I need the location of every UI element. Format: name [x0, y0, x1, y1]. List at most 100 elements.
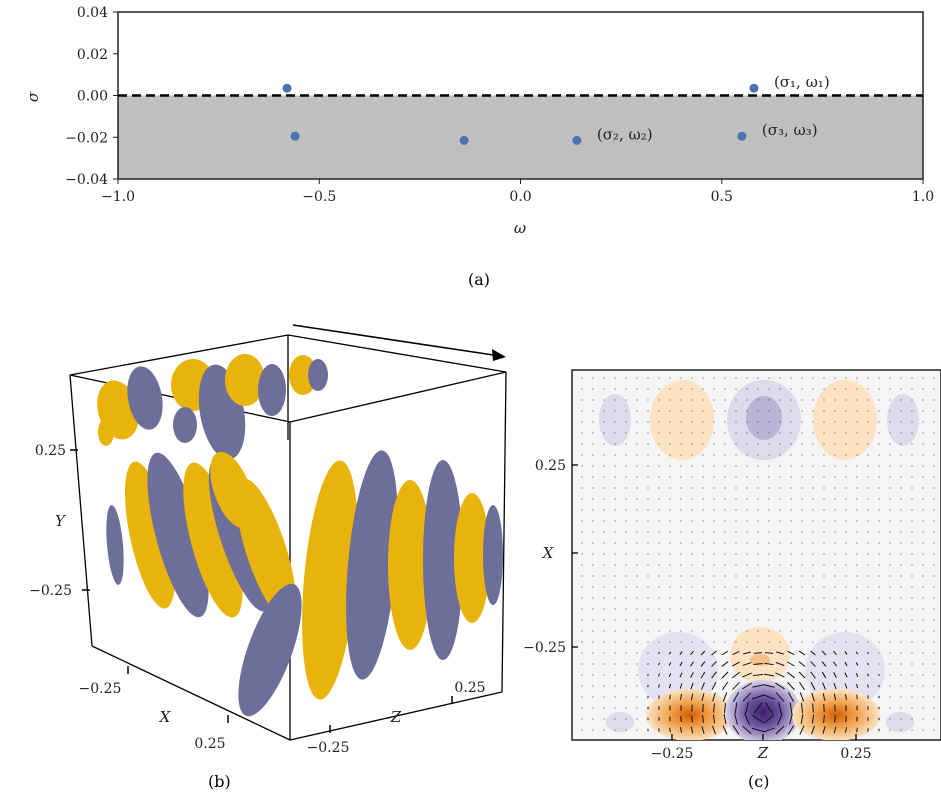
velocity-dot: [922, 421, 924, 423]
velocity-dot: [911, 652, 913, 654]
velocity-dot: [823, 509, 825, 511]
velocity-dot: [735, 564, 737, 566]
velocity-arrow: [711, 650, 717, 656]
velocity-arrow: [878, 673, 880, 677]
velocity-dot: [647, 564, 649, 566]
velocity-dot: [713, 388, 715, 390]
velocity-dot: [680, 498, 682, 500]
c-axes-ticks: [572, 464, 857, 740]
velocity-dot: [911, 663, 913, 665]
velocity-dot: [801, 619, 803, 621]
velocity-dot: [724, 432, 726, 434]
velocity-arrow: [786, 671, 796, 679]
velocity-dot: [834, 399, 836, 401]
velocity-dot: [614, 685, 616, 687]
velocity-dot: [636, 421, 638, 423]
eigenvalue-point: [737, 131, 747, 141]
velocity-dot: [592, 685, 594, 687]
velocity-dot: [933, 377, 935, 379]
velocity-dot: [614, 498, 616, 500]
velocity-dot: [757, 410, 759, 412]
velocity-dot: [724, 410, 726, 412]
velocity-arrow: [721, 671, 729, 679]
velocity-dot: [878, 465, 880, 467]
velocity-dot: [823, 498, 825, 500]
eigenvalue-point: [290, 131, 300, 141]
velocity-dot: [702, 597, 704, 599]
velocity-dot: [713, 619, 715, 621]
velocity-dot: [724, 399, 726, 401]
velocity-dot: [702, 619, 704, 621]
velocity-dot: [845, 454, 847, 456]
velocity-dot: [911, 630, 913, 632]
velocity-dot: [735, 476, 737, 478]
velocity-dot: [889, 509, 891, 511]
eigenvalue-point: [459, 135, 469, 145]
velocity-dot: [658, 586, 660, 588]
velocity-dot: [625, 443, 627, 445]
velocity-arrow: [787, 725, 795, 735]
velocity-dot: [636, 509, 638, 511]
velocity-dot: [933, 641, 935, 643]
velocity-dot: [845, 498, 847, 500]
velocity-dot: [922, 465, 924, 467]
velocity-arrow: [722, 725, 728, 735]
velocity-dot: [713, 564, 715, 566]
velocity-dot: [856, 399, 858, 401]
velocity-dot: [790, 388, 792, 390]
velocity-dot: [636, 674, 638, 676]
velocity-dot: [867, 619, 869, 621]
x-tick-label: 1.0: [912, 189, 934, 205]
velocity-dot: [900, 597, 902, 599]
velocity-dot: [779, 531, 781, 533]
velocity-dot: [746, 575, 748, 577]
velocity-dot: [823, 542, 825, 544]
velocity-dot: [592, 707, 594, 709]
velocity-dot: [746, 432, 748, 434]
velocity-dot: [757, 432, 759, 434]
velocity-dot: [867, 487, 869, 489]
velocity-arrow: [844, 672, 848, 678]
velocity-dot: [801, 454, 803, 456]
velocity-dot: [790, 520, 792, 522]
velocity-dot: [625, 718, 627, 720]
velocity-dot: [647, 432, 649, 434]
velocity-dot: [691, 421, 693, 423]
velocity-dot: [691, 465, 693, 467]
velocity-dot: [603, 630, 605, 632]
velocity-dot: [603, 388, 605, 390]
velocity-dot: [933, 421, 935, 423]
velocity-dot: [834, 465, 836, 467]
velocity-dot: [735, 542, 737, 544]
velocity-dot: [735, 399, 737, 401]
velocity-dot: [603, 454, 605, 456]
velocity-dot: [801, 399, 803, 401]
velocity-dot: [647, 421, 649, 423]
velocity-arrow: [702, 703, 704, 713]
velocity-dot: [735, 388, 737, 390]
velocity-dot: [636, 465, 638, 467]
velocity-dot: [625, 421, 627, 423]
velocity-arrow: [764, 652, 774, 654]
velocity-dot: [823, 476, 825, 478]
velocity-arrow: [722, 692, 728, 702]
velocity-dot: [636, 377, 638, 379]
velocity-arrow: [752, 727, 764, 733]
velocity-dot: [581, 575, 583, 577]
velocity-dot: [614, 696, 616, 698]
velocity-dot: [922, 377, 924, 379]
velocity-dot: [845, 619, 847, 621]
velocity-dot: [856, 454, 858, 456]
velocity-dot: [801, 575, 803, 577]
velocity-dot: [636, 619, 638, 621]
velocity-dot: [592, 729, 594, 731]
velocity-dot: [878, 421, 880, 423]
velocity-dot: [779, 498, 781, 500]
z-ticks: −0.25 0.25 Z: [307, 680, 486, 756]
velocity-dot: [911, 641, 913, 643]
velocity-arrow: [800, 713, 804, 725]
velocity-dot: [746, 399, 748, 401]
velocity-dot: [625, 630, 627, 632]
velocity-dot: [636, 597, 638, 599]
velocity-arrow: [732, 691, 740, 703]
